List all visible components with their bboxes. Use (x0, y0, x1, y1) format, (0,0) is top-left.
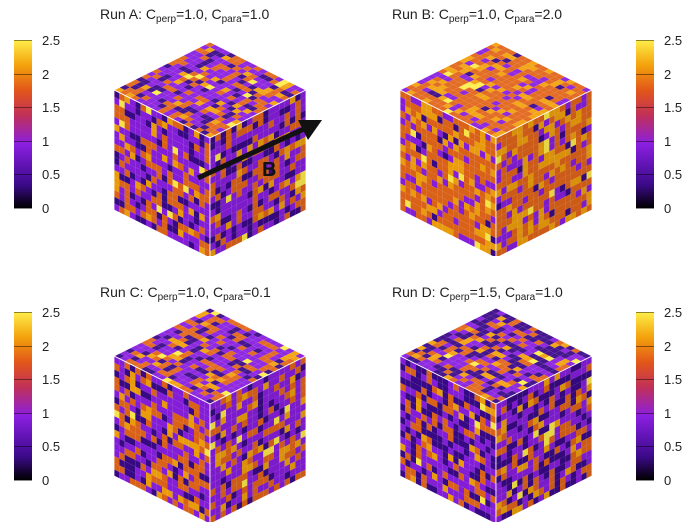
colorbar-tick (14, 312, 32, 313)
cube-run-a (113, 41, 307, 256)
colorbar-label: 0.5 (42, 439, 61, 455)
colorbar-gradient (636, 40, 654, 208)
colorbar-tick (636, 412, 654, 414)
panel-c-title: Run C: Cperp=1.0, Cpara=0.1 (100, 284, 271, 303)
colorbar-label: 2 (42, 66, 50, 82)
field-arrow-shaft (196, 125, 308, 181)
colorbar-label: 2 (42, 338, 50, 354)
cube-left-face (399, 89, 497, 256)
colorbar-tick (636, 208, 654, 209)
colorbar-tick (636, 40, 654, 41)
colorbar-label: 0 (664, 473, 672, 488)
panel-d-title: Run D: Cperp=1.5, Cpara=1.0 (392, 284, 563, 303)
colorbar-tick (636, 446, 654, 448)
colorbar-tick (636, 73, 654, 75)
colorbar-tick (636, 480, 654, 481)
colorbar-gradient (14, 40, 32, 208)
colorbar-label: 0 (42, 473, 50, 488)
colorbar-label: 1 (42, 133, 50, 149)
colorbar-b: 2.5 2 1.5 1 0.5 0 (636, 34, 694, 230)
colorbar-label: 1.5 (42, 100, 61, 116)
colorbar-label: 1.5 (42, 372, 61, 388)
colorbar-label: 0.5 (664, 439, 683, 455)
cube-right-face (495, 89, 593, 256)
cube-right-face (209, 89, 307, 256)
colorbar-tick (14, 107, 32, 109)
colorbar-d: 2.5 2 1.5 1 0.5 0 (636, 306, 694, 502)
colorbar-tick (14, 140, 32, 142)
colorbar-c: 2.5 2 1.5 1 0.5 0 (14, 306, 104, 502)
colorbar-tick (14, 446, 32, 448)
colorbar-tick (14, 208, 32, 209)
colorbar-label: 1 (664, 405, 672, 421)
field-label: B (262, 159, 277, 181)
colorbar-tick (14, 73, 32, 75)
colorbar-label: 2.5 (664, 33, 683, 48)
colorbar-label: 0.5 (42, 167, 61, 183)
colorbar-tick (14, 40, 32, 41)
colorbar-a: 2.5 2 1.5 1 0.5 0 (14, 34, 104, 230)
colorbar-tick (14, 412, 32, 414)
colorbar-tick (636, 379, 654, 381)
colorbar-tick (636, 140, 654, 142)
cube-left-face (113, 89, 211, 256)
colorbar-label: 2 (664, 66, 672, 82)
colorbar-label: 2.5 (664, 305, 683, 320)
colorbar-tick (14, 345, 32, 347)
colorbar-label: 1 (664, 133, 672, 149)
colorbar-tick (636, 345, 654, 347)
colorbar-label: 1 (42, 405, 50, 421)
colorbar-tick (636, 107, 654, 109)
colorbar-tick (14, 480, 32, 481)
field-arrow (196, 120, 322, 181)
colorbar-label: 2.5 (42, 33, 61, 48)
cube-left-face (399, 355, 497, 522)
colorbar-label: 1.5 (664, 100, 683, 116)
colorbar-tick (636, 174, 654, 176)
colorbar-label: 2.5 (42, 305, 61, 320)
cube-run-c (113, 307, 307, 522)
colorbar-tick (636, 312, 654, 313)
colorbar-label: 0 (664, 201, 672, 216)
colorbar-label: 0.5 (664, 167, 683, 183)
arrow-head-icon (298, 120, 322, 140)
panel-a-title: Run A: Cperp=1.0, Cpara=1.0 (100, 6, 270, 25)
colorbar-gradient (14, 312, 32, 480)
cube-right-face (209, 355, 307, 522)
cube-left-face (113, 355, 211, 522)
colorbar-tick (14, 379, 32, 381)
colorbar-label: 1.5 (664, 372, 683, 388)
cube-run-d (399, 307, 593, 522)
cube-run-b (399, 41, 593, 256)
panel-b-title: Run B: Cperp=1.0, Cpara=2.0 (392, 6, 563, 25)
colorbar-tick (14, 174, 32, 176)
colorbar-label: 0 (42, 201, 50, 216)
colorbar-label: 2 (664, 338, 672, 354)
colorbar-gradient (636, 312, 654, 480)
cube-right-face (495, 355, 593, 522)
